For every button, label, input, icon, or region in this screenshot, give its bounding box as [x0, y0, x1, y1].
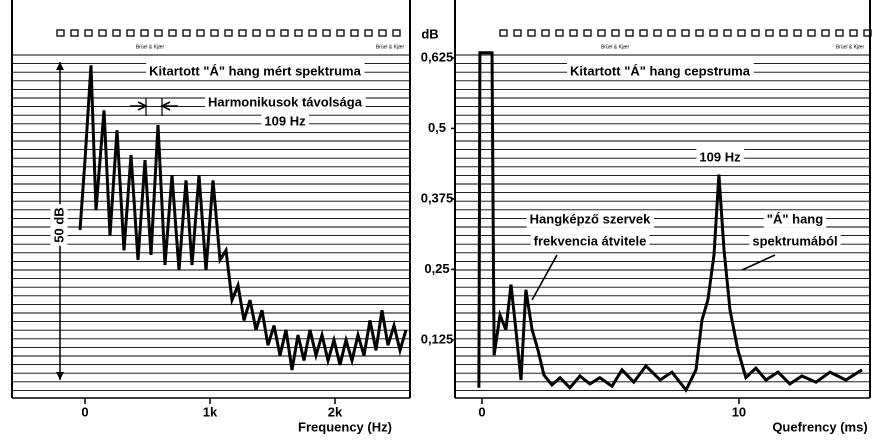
annotation-box — [749, 232, 841, 250]
sprocket-hole — [182, 29, 191, 37]
sprocket-hole — [364, 29, 373, 37]
sprocket-hole — [392, 29, 401, 37]
annotation: frekvencia átvitele — [534, 233, 647, 248]
sprocket-hole — [56, 29, 65, 37]
annotation-box — [526, 210, 655, 228]
data-line — [78, 65, 408, 371]
pointer-arrow — [531, 254, 558, 301]
sprocket-hole — [84, 29, 93, 37]
sprocket-hole — [695, 29, 704, 37]
sprocket-hole — [821, 29, 830, 37]
axis-unit: dB — [421, 26, 438, 41]
annotation-box — [567, 62, 754, 80]
sprocket-hole — [210, 29, 219, 37]
sprocket-hole — [168, 29, 177, 37]
brand-label: Brüel & Kjær — [136, 44, 165, 50]
annotation: 109 Hz — [699, 149, 741, 164]
annotation-box — [696, 148, 745, 166]
sprocket-hole — [252, 29, 261, 37]
sprocket-hole — [723, 29, 732, 37]
brand-label: Brüel & Kjær — [836, 44, 865, 50]
annotation-box — [763, 210, 827, 228]
pointer-arrow — [741, 254, 776, 271]
annotation-box — [205, 93, 366, 111]
y-tick-label: 0,625 — [421, 49, 454, 64]
annotation: 109 Hz — [264, 113, 306, 128]
sprocket-hole — [513, 29, 522, 37]
x-tick-label: 10 — [732, 404, 746, 419]
y-tick-label: 0,5 — [428, 120, 446, 135]
sprocket-hole — [126, 29, 135, 37]
sprocket-hole — [625, 29, 634, 37]
sprocket-hole — [154, 29, 163, 37]
sprocket-hole — [238, 29, 247, 37]
sprocket-hole — [779, 29, 788, 37]
sprocket-hole — [336, 29, 345, 37]
sprocket-hole — [737, 29, 746, 37]
x-axis-label: Quefrency (ms) — [772, 419, 867, 434]
sprocket-hole — [350, 29, 359, 37]
sprocket-hole — [140, 29, 149, 37]
sprocket-hole — [653, 29, 662, 37]
annotation: 50 dB — [51, 207, 66, 242]
x-tick-label: 1k — [203, 404, 218, 419]
data-line — [477, 51, 863, 393]
sprocket-hole — [308, 29, 317, 37]
brand-label: Brüel & Kjær — [376, 44, 405, 50]
y-tick-label: 0,375 — [421, 190, 454, 205]
annotation: "Á" hang — [767, 211, 823, 226]
sprocket-hole — [681, 29, 690, 37]
sprocket-hole — [849, 29, 858, 37]
sprocket-hole — [793, 29, 802, 37]
sprocket-hole — [807, 29, 816, 37]
sprocket-hole — [196, 29, 205, 37]
annotation: Kitartott "Á" hang cepstruma — [570, 63, 751, 78]
annotation: spektrumából — [752, 233, 837, 248]
sprocket-hole — [751, 29, 760, 37]
sprocket-hole — [541, 29, 550, 37]
sprocket-hole — [765, 29, 774, 37]
sprocket-hole — [639, 29, 648, 37]
y-tick-label: 0,125 — [421, 331, 454, 346]
annotation-box — [530, 232, 650, 250]
sprocket-hole — [294, 29, 303, 37]
sprocket-hole — [835, 29, 844, 37]
sprocket-hole — [266, 29, 275, 37]
sprocket-hole — [378, 29, 387, 37]
annotation-box — [146, 62, 365, 80]
annotation-box — [50, 204, 68, 246]
x-tick-label: 0 — [478, 404, 485, 419]
sprocket-hole — [555, 29, 564, 37]
sprocket-hole — [709, 29, 718, 37]
sprocket-hole — [70, 29, 79, 37]
brand-label: Brüel & Kjær — [601, 44, 630, 50]
x-tick-label: 2k — [328, 404, 343, 419]
sprocket-hole — [597, 29, 606, 37]
sprocket-hole — [499, 29, 508, 37]
sprocket-hole — [583, 29, 592, 37]
sprocket-hole — [527, 29, 536, 37]
annotation: Hangképző szervek — [530, 211, 651, 226]
x-axis-label: Frequency (Hz) — [298, 419, 392, 434]
sprocket-hole — [322, 29, 331, 37]
sprocket-hole — [569, 29, 578, 37]
sprocket-hole — [112, 29, 121, 37]
x-tick-label: 0 — [81, 404, 88, 419]
sprocket-hole — [280, 29, 289, 37]
sprocket-hole — [224, 29, 233, 37]
sprocket-hole — [611, 29, 620, 37]
annotation-box — [261, 112, 310, 130]
annotation: Kitartott "Á" hang mért spektruma — [149, 63, 361, 78]
y-tick-label: 0,25 — [424, 261, 449, 276]
sprocket-hole — [667, 29, 676, 37]
annotation: Harmonikusok távolsága — [208, 94, 363, 109]
sprocket-hole — [98, 29, 107, 37]
